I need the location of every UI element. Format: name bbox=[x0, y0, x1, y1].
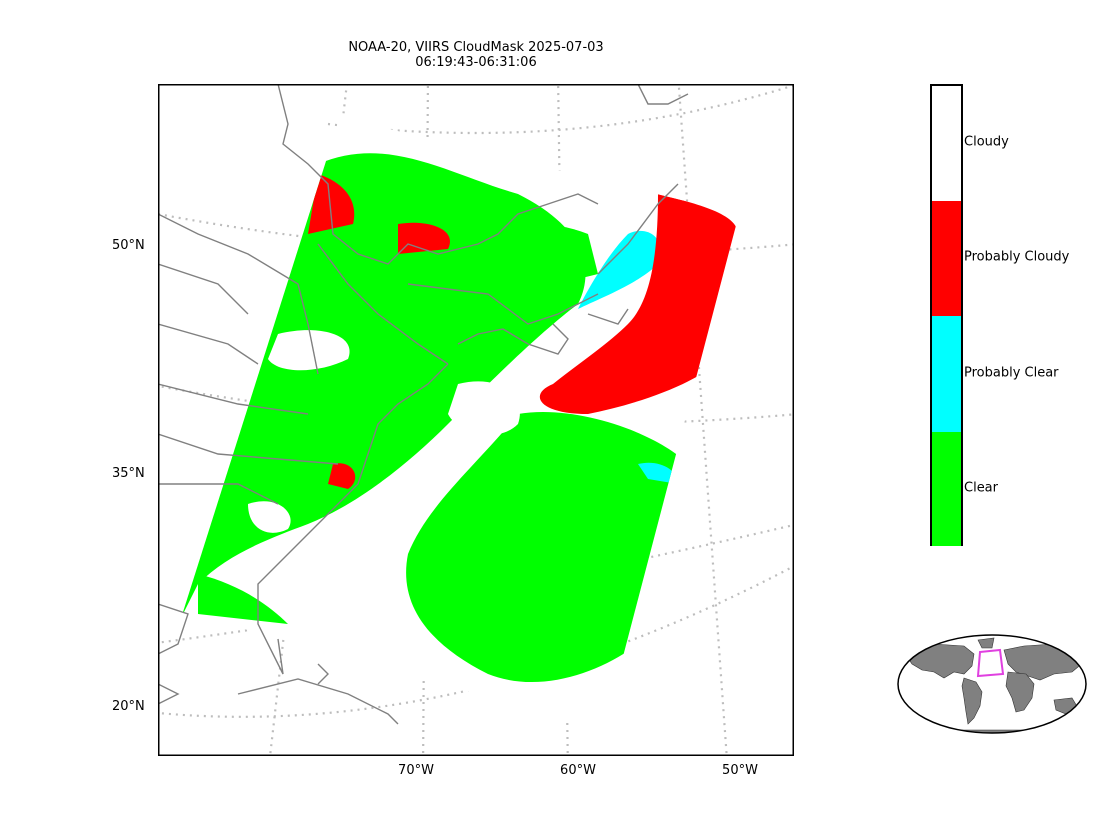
lat-label-35n: 35°N bbox=[112, 466, 145, 481]
legend-label-probably-clear: Probably Clear bbox=[964, 365, 1059, 381]
lat-label-50n: 50°N bbox=[112, 238, 145, 253]
lon-label-50w: 50°W bbox=[722, 763, 758, 778]
lon-label-70w: 70°W bbox=[398, 763, 434, 778]
title-line-1: NOAA-20, VIIRS CloudMask 2025-07-03 bbox=[348, 40, 604, 55]
map-border bbox=[158, 84, 794, 756]
legend-label-probably-cloudy: Probably Cloudy bbox=[964, 249, 1070, 265]
coastlines bbox=[158, 84, 689, 725]
map-panel bbox=[158, 84, 794, 756]
map-title: NOAA-20, VIIRS CloudMask 2025-07-03 06:1… bbox=[158, 40, 794, 70]
legend-colorbar bbox=[930, 84, 963, 546]
title-line-2: 06:19:43-06:31:06 bbox=[415, 55, 537, 70]
legend-swatch-probably-cloudy bbox=[932, 201, 961, 316]
lat-label-20n: 20°N bbox=[112, 699, 145, 714]
legend-label-clear: Clear bbox=[964, 480, 998, 496]
legend-label-cloudy: Cloudy bbox=[964, 134, 1009, 150]
lon-label-60w: 60°W bbox=[560, 763, 596, 778]
inset-region-box bbox=[976, 648, 1005, 678]
legend-swatch-probably-clear bbox=[932, 316, 961, 432]
inset-world-map bbox=[897, 634, 1087, 734]
legend-swatch-clear bbox=[932, 432, 961, 546]
legend-swatch-cloudy bbox=[932, 86, 961, 201]
